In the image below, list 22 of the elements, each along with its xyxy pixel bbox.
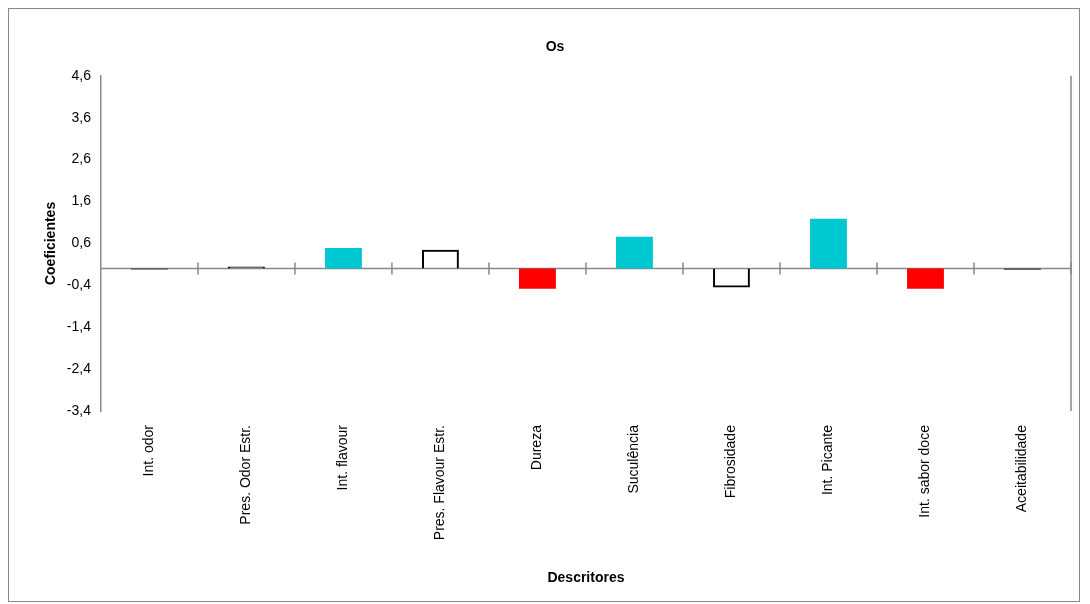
y-tick-label: 3,6 <box>71 108 92 125</box>
y-tick-label: -0,4 <box>66 276 92 293</box>
x-tick-label: Fibrosidade <box>722 424 739 499</box>
x-tick-label: Int. sabor doce <box>916 424 933 518</box>
x-tick-label: Suculência <box>625 424 642 494</box>
y-tick-label: 0,6 <box>71 234 92 251</box>
x-tick-label: Aceitabilidade <box>1013 424 1030 513</box>
x-tick-label: Int. Picante <box>819 424 836 496</box>
x-tick-label: Pres. Flavour Estr. <box>431 425 448 541</box>
x-tick-label: Int. flavour <box>334 424 351 491</box>
y-axis-title: Coeficientes <box>42 201 59 286</box>
x-tick-label: Dureza <box>528 424 545 471</box>
chart-title: Os <box>545 38 565 55</box>
y-tick-label: 2,6 <box>71 150 92 167</box>
x-tick-label: Int. odor <box>140 424 157 477</box>
y-tick-label: 1,6 <box>71 192 92 209</box>
y-tick-label: -3,4 <box>66 401 92 418</box>
y-tick-label: -1,4 <box>66 318 92 335</box>
x-axis-title: Descritores <box>547 569 625 586</box>
x-tick-label: Pres. Odor Estr. <box>237 425 254 525</box>
y-tick-label: -2,4 <box>66 360 92 377</box>
y-tick-label: 4,6 <box>71 66 92 83</box>
